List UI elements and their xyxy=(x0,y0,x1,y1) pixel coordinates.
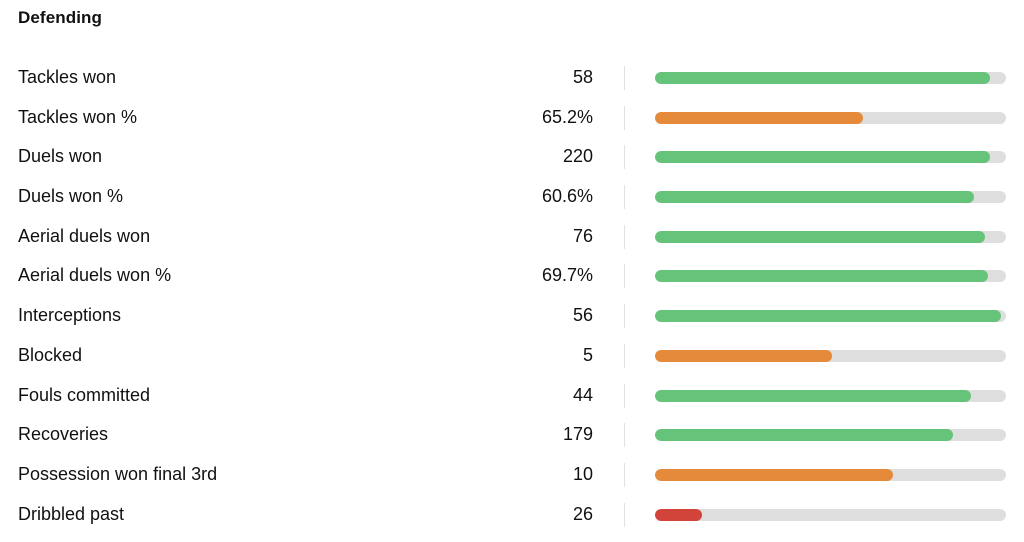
stat-label: Aerial duels won xyxy=(18,225,151,246)
stat-bar-fill xyxy=(655,270,989,283)
stat-label: Duels won xyxy=(18,146,103,167)
divider xyxy=(624,105,625,130)
divider xyxy=(624,383,625,408)
stat-value: 58 xyxy=(572,67,593,87)
stat-row: Duels won % 60.6% xyxy=(0,177,1024,217)
divider xyxy=(624,66,625,90)
stat-bar-track xyxy=(655,191,1006,204)
divider xyxy=(624,264,625,289)
stat-row: Aerial duels won 76 xyxy=(0,217,1024,257)
stat-label: Possession won final 3rd xyxy=(18,463,218,484)
stat-bar-fill xyxy=(655,389,971,402)
stat-bar-track xyxy=(655,111,1006,124)
stat-value: 179 xyxy=(562,424,593,445)
stat-row: Aerial duels won % 69.7% xyxy=(0,256,1024,296)
section-title: Defending xyxy=(18,8,103,27)
stat-label: Fouls committed xyxy=(18,384,151,405)
stat-bar-track xyxy=(655,310,1006,323)
stat-row: Interceptions 56 xyxy=(0,296,1024,336)
stat-label: Duels won % xyxy=(18,186,124,207)
divider xyxy=(624,502,625,527)
stat-row: Possession won final 3rd 10 xyxy=(0,455,1024,495)
stat-bar-fill xyxy=(655,349,833,362)
stat-value: 26 xyxy=(572,503,593,524)
stat-row: Tackles won 58 xyxy=(0,58,1024,98)
stat-row: Recoveries 179 xyxy=(0,415,1024,455)
stat-bar-fill xyxy=(655,72,991,84)
stat-bar-fill xyxy=(655,230,985,243)
stat-value: 10 xyxy=(572,463,593,484)
stat-bar-track xyxy=(655,468,1006,481)
divider xyxy=(624,304,625,329)
stat-row: Tackles won % 65.2% xyxy=(0,98,1024,138)
stat-value: 220 xyxy=(562,146,593,167)
stat-label: Tackles won xyxy=(18,67,117,87)
stat-bar-track xyxy=(655,508,1006,521)
stat-value: 76 xyxy=(572,225,593,246)
stat-bar-track xyxy=(655,270,1006,283)
stats-list: Tackles won 58 Tackles won % 65.2% Duels… xyxy=(0,58,1024,534)
stat-value: 65.2% xyxy=(541,106,593,127)
stat-label: Tackles won % xyxy=(18,106,138,127)
divider xyxy=(624,185,625,210)
divider xyxy=(624,462,625,487)
stat-bar-fill xyxy=(655,468,893,481)
stat-bar-fill xyxy=(655,429,954,442)
stat-value: 44 xyxy=(572,384,593,405)
stat-label: Interceptions xyxy=(18,305,122,326)
divider xyxy=(624,224,625,249)
stat-value: 56 xyxy=(572,305,593,326)
stat-bar-fill xyxy=(655,151,991,164)
stat-bar-track xyxy=(655,151,1006,164)
stat-value: 69.7% xyxy=(541,265,593,286)
stat-label: Dribbled past xyxy=(18,503,125,524)
stat-value: 5 xyxy=(582,344,593,365)
stat-bar-fill xyxy=(655,508,703,521)
stat-value: 60.6% xyxy=(541,186,593,207)
stat-label: Recoveries xyxy=(18,424,109,445)
divider xyxy=(624,145,625,170)
stat-bar-track xyxy=(655,389,1006,402)
stat-row: Fouls committed 44 xyxy=(0,376,1024,416)
stat-bar-track xyxy=(655,230,1006,243)
stat-bar-track xyxy=(655,349,1006,362)
stat-label: Aerial duels won % xyxy=(18,265,172,286)
divider xyxy=(624,343,625,368)
stat-row: Duels won 220 xyxy=(0,137,1024,177)
stat-label: Blocked xyxy=(18,344,83,365)
stat-bar-track xyxy=(655,429,1006,442)
stat-bar-fill xyxy=(655,191,975,204)
stat-bar-fill xyxy=(655,310,1001,323)
divider xyxy=(624,423,625,448)
stat-row: Dribbled past 26 xyxy=(0,495,1024,535)
stat-row: Blocked 5 xyxy=(0,336,1024,376)
stat-bar-track xyxy=(655,72,1006,84)
stat-bar-fill xyxy=(655,111,864,124)
